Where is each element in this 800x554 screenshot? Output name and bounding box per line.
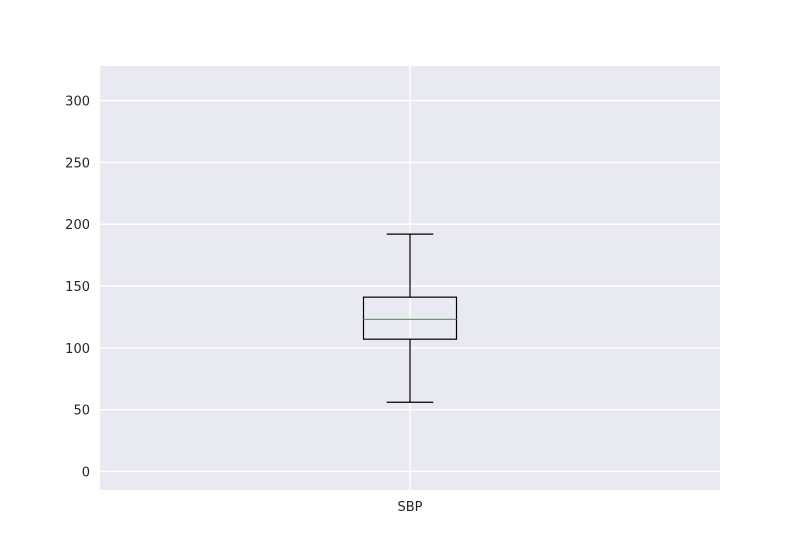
- y-tick-label: 200: [65, 218, 90, 233]
- x-tick-label: SBP: [397, 500, 422, 515]
- y-tick-label: 250: [65, 156, 90, 171]
- y-tick-label: 300: [65, 95, 90, 110]
- box-iqr: [362, 296, 458, 340]
- y-tick-label: 0: [82, 465, 90, 480]
- y-tick-label: 50: [73, 404, 90, 419]
- y-tick-labels: 0 50 100 150 200 250 300: [65, 95, 90, 481]
- x-tick-labels: SBP: [397, 500, 422, 515]
- boxes: [362, 233, 458, 403]
- y-tick-label: 100: [65, 342, 90, 357]
- y-tick-label: 150: [65, 280, 90, 295]
